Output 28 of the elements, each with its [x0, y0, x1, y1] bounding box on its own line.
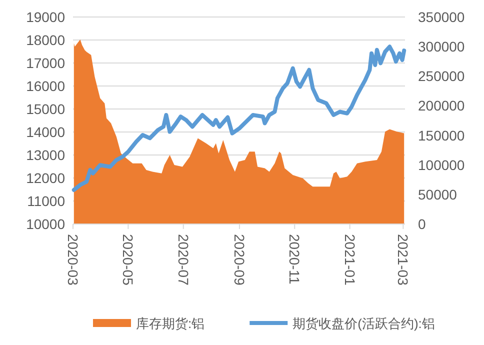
x-tick-label: 2020-11 — [286, 234, 303, 285]
y-tick-label: 15000 — [26, 101, 66, 117]
x-tick-label: 2021-03 — [395, 234, 412, 286]
legend-label: 期货收盘价(活跃合约):铝 — [292, 316, 435, 331]
y-tick-label: 19000 — [26, 9, 66, 25]
x-tick-label: 2020-03 — [65, 234, 81, 286]
line-series — [72, 44, 406, 192]
x-tick-label: 2021-01 — [342, 234, 358, 286]
y-tick-label: 11000 — [27, 193, 66, 209]
legend-label: 库存期货:铝 — [136, 316, 205, 331]
y2-tick-label: 50000 — [418, 186, 458, 202]
y2-tick-label: 150000 — [418, 127, 465, 144]
y-tick-label: 13000 — [26, 147, 66, 163]
y-tick-label: 16000 — [26, 78, 66, 94]
y2-tick-label: 350000 — [418, 9, 465, 25]
y2-tick-label: 100000 — [418, 156, 465, 173]
y-tick-label: 14000 — [26, 124, 66, 140]
y2-tick-label: 0 — [418, 216, 426, 232]
x-tick-label: 2020-05 — [120, 234, 136, 286]
y2-tick-label: 200000 — [418, 98, 465, 114]
y-tick-label: 10000 — [26, 216, 66, 232]
y-tick-label: 12000 — [26, 170, 66, 186]
x-tick-label: 2020-09 — [231, 234, 248, 286]
x-tick-label: 2020-07 — [175, 234, 192, 286]
y-tick-label: 17000 — [26, 55, 66, 71]
y-tick-label: 18000 — [26, 32, 66, 48]
y2-tick-label: 300000 — [418, 38, 465, 55]
y2-tick-label: 250000 — [418, 68, 465, 84]
